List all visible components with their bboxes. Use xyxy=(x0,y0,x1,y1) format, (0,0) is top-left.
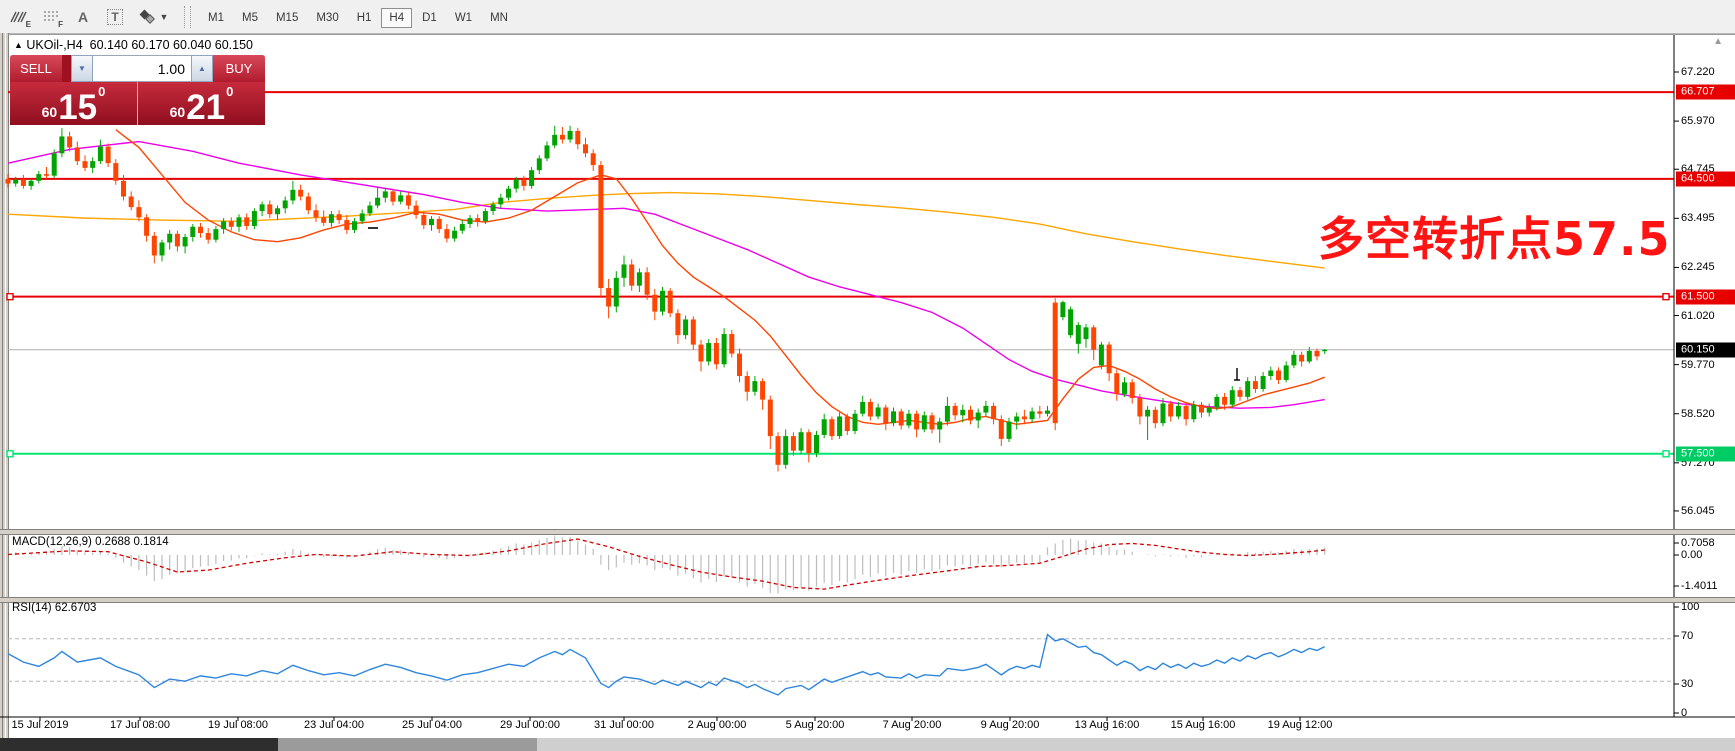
date-axis-label: 31 Jul 00:00 xyxy=(594,719,654,731)
chart-title: ▲ UKOil-,H4 60.140 60.170 60.040 60.150 xyxy=(14,38,253,52)
buy-price-sup: 0 xyxy=(226,84,234,99)
price-axis-label: 58.520 xyxy=(1681,407,1715,420)
sell-price-big: 15 xyxy=(58,87,98,127)
price-axis-label: 61.020 xyxy=(1681,309,1715,322)
macd-axis-label: 0.7058 xyxy=(1681,537,1715,549)
price-level-badge: 57.500 xyxy=(1676,446,1735,462)
date-axis-label: 7 Aug 20:00 xyxy=(882,719,942,731)
price-axis-label: 63.495 xyxy=(1681,212,1715,225)
annotation-text: 多空转折点57.5 xyxy=(1318,212,1671,266)
sell-price-small: 60 xyxy=(41,104,58,120)
price-level-badge: 61.500 xyxy=(1676,289,1735,305)
grid-f-icon[interactable]: F xyxy=(38,5,64,29)
scroll-top-icon[interactable]: ▲ xyxy=(1713,36,1723,47)
date-axis-label: 23 Jul 04:00 xyxy=(304,719,364,731)
price-level-badge: 66.707 xyxy=(1676,84,1735,100)
pattern-e-icon[interactable]: E xyxy=(6,5,32,29)
date-axis-label: 15 Aug 16:00 xyxy=(1170,719,1236,731)
timeframe-button-m1[interactable]: M1 xyxy=(208,11,224,24)
sell-button[interactable]: SELL xyxy=(10,55,62,82)
timeframe-bar: M1 M5 M15 M30 H1 H4 D1 W1 MN xyxy=(199,7,517,28)
price-level-badge: 64.500 xyxy=(1676,171,1735,187)
scrollbar-segment xyxy=(278,738,537,751)
timeframe-button-m30[interactable]: M30 xyxy=(316,11,339,24)
volume-decrease-button[interactable]: ▼ xyxy=(71,55,93,82)
objects-icon[interactable]: ▼ xyxy=(134,5,172,29)
buy-price-small: 60 xyxy=(169,104,186,120)
text-box-t-icon[interactable]: T xyxy=(102,5,128,29)
rsi-axis-label: 70 xyxy=(1681,630,1694,642)
rsi-axis-label: 30 xyxy=(1681,678,1694,690)
macd-panel-separator[interactable] xyxy=(0,529,1735,535)
rsi-axis-label: 100 xyxy=(1681,601,1700,613)
price-axis-label: 67.220 xyxy=(1681,66,1715,78)
date-axis-label: 15 Jul 2019 xyxy=(11,719,69,731)
macd-label: MACD(12,26,9) 0.2688 0.1814 xyxy=(12,536,169,548)
timeframe-button-w1[interactable]: W1 xyxy=(454,11,473,24)
date-axis-label: 19 Jul 08:00 xyxy=(208,719,268,731)
ohlc-values: 60.140 60.170 60.040 60.150 xyxy=(89,38,253,52)
rsi-label: RSI(14) 62.6703 xyxy=(12,602,97,614)
text-a-icon[interactable]: A xyxy=(77,8,89,25)
buy-price-box[interactable]: 60 21 0 xyxy=(138,82,265,125)
rsi-panel-separator[interactable] xyxy=(0,597,1735,603)
chevron-down-icon[interactable]: ▼ xyxy=(159,11,169,22)
macd-axis-label: -1.4011 xyxy=(1681,580,1718,592)
date-axis-label: 29 Jul 00:00 xyxy=(500,719,560,731)
date-axis-label: 5 Aug 20:00 xyxy=(785,719,845,731)
triangle-up-icon: ▲ xyxy=(14,40,23,50)
timeframe-button-h4[interactable]: H4 xyxy=(381,7,413,28)
date-axis-label: 13 Aug 16:00 xyxy=(1074,719,1140,731)
price-axis-label: 65.970 xyxy=(1681,115,1715,128)
sell-price-sup: 0 xyxy=(98,84,106,99)
volume-input[interactable] xyxy=(93,55,191,82)
timeframe-button-m5[interactable]: M5 xyxy=(241,11,258,24)
timeframe-button-d1[interactable]: D1 xyxy=(422,11,437,24)
date-axis-label: 17 Jul 08:00 xyxy=(110,719,170,731)
buy-price-big: 21 xyxy=(186,87,226,127)
symbol-label: UKOil-,H4 xyxy=(26,38,83,52)
volume-increase-button[interactable]: ▲ xyxy=(191,55,213,82)
buy-button[interactable]: BUY xyxy=(213,55,265,82)
date-axis-label: 2 Aug 00:00 xyxy=(687,719,747,731)
price-axis-label: 62.245 xyxy=(1681,261,1715,274)
date-axis-label: 9 Aug 20:00 xyxy=(980,719,1040,731)
current-price-badge: 60.150 xyxy=(1676,342,1735,358)
rsi-axis-label: 0 xyxy=(1681,707,1688,719)
price-axis-label: 59.770 xyxy=(1681,358,1715,371)
timeframe-button-mn[interactable]: MN xyxy=(490,11,508,24)
price-axis-label: 56.045 xyxy=(1681,504,1715,517)
macd-axis-label: 0.00 xyxy=(1681,549,1703,561)
sell-price-box[interactable]: 60 15 0 xyxy=(10,82,138,125)
timeframe-button-m15[interactable]: M15 xyxy=(275,11,299,24)
date-axis-label: 25 Jul 04:00 xyxy=(402,719,462,731)
toolbar: E F A T ▼ M1 M5 M15 M30 H1 H4 D1 W1 MN xyxy=(0,0,1735,34)
scrollbar-thumb[interactable] xyxy=(0,738,278,751)
toolbar-separator xyxy=(184,5,191,28)
date-axis-label: 19 Aug 12:00 xyxy=(1267,719,1333,731)
timeframe-button-h1[interactable]: H1 xyxy=(356,11,372,24)
window-left-border xyxy=(0,33,9,751)
one-click-trading-panel: SELL ▼ ▲ BUY 60 15 0 60 21 0 xyxy=(10,55,265,125)
